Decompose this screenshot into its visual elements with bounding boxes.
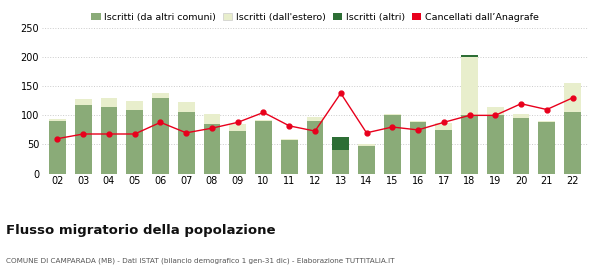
Bar	[487, 107, 503, 115]
Bar	[255, 121, 272, 174]
Bar	[49, 121, 66, 174]
Bar	[358, 144, 375, 146]
Text: Flusso migratorio della popolazione: Flusso migratorio della popolazione	[6, 224, 275, 237]
Bar	[203, 114, 220, 124]
Bar	[332, 150, 349, 174]
Bar	[75, 99, 92, 105]
Bar	[307, 116, 323, 121]
Bar	[410, 122, 427, 174]
Bar	[461, 55, 478, 57]
Bar	[178, 102, 194, 113]
Bar	[564, 113, 581, 174]
Bar	[384, 114, 401, 115]
Bar	[564, 83, 581, 113]
Bar	[436, 123, 452, 130]
Bar	[127, 101, 143, 109]
Legend: Iscritti (da altri comuni), Iscritti (dall'estero), Iscritti (altri), Cancellati: Iscritti (da altri comuni), Iscritti (da…	[91, 13, 539, 22]
Bar	[152, 98, 169, 174]
Bar	[512, 114, 529, 118]
Bar	[178, 113, 194, 174]
Bar	[203, 124, 220, 174]
Bar	[487, 115, 503, 174]
Bar	[101, 98, 118, 107]
Bar	[358, 146, 375, 174]
Bar	[307, 121, 323, 174]
Bar	[75, 105, 92, 174]
Bar	[332, 137, 349, 150]
Bar	[152, 93, 169, 98]
Bar	[384, 115, 401, 174]
Bar	[229, 131, 246, 174]
Bar	[49, 120, 66, 121]
Bar	[436, 130, 452, 174]
Bar	[461, 57, 478, 115]
Bar	[538, 121, 555, 122]
Bar	[538, 122, 555, 174]
Bar	[281, 139, 298, 140]
Bar	[101, 107, 118, 174]
Bar	[127, 109, 143, 174]
Bar	[410, 121, 427, 122]
Bar	[229, 124, 246, 131]
Bar	[461, 115, 478, 174]
Bar	[512, 118, 529, 174]
Bar	[281, 140, 298, 174]
Bar	[255, 120, 272, 121]
Text: COMUNE DI CAMPARADA (MB) - Dati ISTAT (bilancio demografico 1 gen-31 dic) - Elab: COMUNE DI CAMPARADA (MB) - Dati ISTAT (b…	[6, 258, 395, 264]
